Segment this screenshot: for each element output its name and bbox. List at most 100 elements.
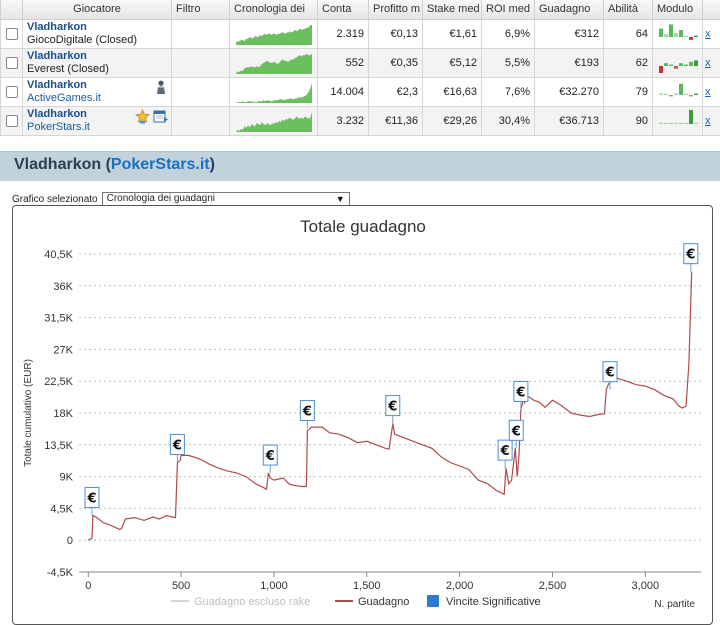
sparkline-area bbox=[236, 112, 312, 132]
calendar-add-icon[interactable] bbox=[153, 109, 168, 124]
legend-label-gain: Guadagno bbox=[358, 596, 409, 608]
column-header-form[interactable]: Modulo bbox=[653, 0, 703, 19]
select-all-header[interactable] bbox=[1, 0, 23, 19]
sparkline-area bbox=[236, 25, 312, 45]
remove-player-link[interactable]: x bbox=[705, 115, 711, 127]
y-tick-label: 40,5K bbox=[44, 249, 73, 261]
cell-avg-profit: €0,13 bbox=[369, 19, 423, 48]
history-sparkline bbox=[236, 52, 312, 74]
form-bar bbox=[664, 34, 668, 37]
euro-icon: € bbox=[265, 449, 275, 464]
x-tick-label: 1,500 bbox=[353, 580, 381, 592]
euro-icon: € bbox=[500, 444, 510, 459]
form-bar bbox=[674, 32, 678, 36]
euro-icon: € bbox=[685, 248, 695, 263]
remove-player-link[interactable]: x bbox=[705, 28, 711, 40]
x-tick-label: 1,000 bbox=[260, 580, 288, 592]
chart-type-select[interactable]: Cronologia dei guadagni ▼ bbox=[102, 192, 350, 206]
player-site: Everest (Closed) bbox=[27, 63, 167, 76]
cell-gain: €312 bbox=[535, 19, 604, 48]
cell-filter[interactable] bbox=[172, 19, 230, 48]
cell-ability: 90 bbox=[604, 106, 653, 135]
row-select-cell bbox=[1, 19, 23, 48]
history-sparkline bbox=[236, 23, 312, 45]
euro-icon: € bbox=[86, 491, 96, 506]
form-bar bbox=[679, 83, 683, 94]
column-header-count[interactable]: Conta bbox=[318, 0, 369, 19]
euro-icon: € bbox=[387, 400, 397, 415]
player-name-link[interactable]: Vladharkon bbox=[27, 21, 167, 34]
chart-selector: Grafico selezionato Cronologia dei guada… bbox=[12, 192, 350, 206]
column-header-gain[interactable]: Guadagno bbox=[535, 0, 604, 19]
row-checkbox[interactable] bbox=[6, 115, 18, 127]
row-checkbox[interactable] bbox=[6, 28, 18, 40]
y-tick-label: -4,5K bbox=[47, 567, 74, 579]
form-bar-chart bbox=[657, 109, 699, 133]
column-header-remove bbox=[703, 0, 720, 19]
chart-selector-label: Grafico selezionato bbox=[12, 194, 98, 205]
y-tick-label: 22,5K bbox=[44, 376, 73, 388]
form-bar bbox=[689, 37, 693, 40]
cell-filter[interactable] bbox=[172, 48, 230, 77]
column-header-avg-profit[interactable]: Profitto m bbox=[369, 0, 423, 19]
cell-count: 14.004 bbox=[318, 77, 369, 106]
y-tick-label: 4,5K bbox=[50, 503, 73, 515]
remove-player-link[interactable]: x bbox=[705, 86, 711, 98]
cell-ability: 64 bbox=[604, 19, 653, 48]
player-room[interactable]: PokerStars.it bbox=[111, 156, 210, 173]
column-header-history[interactable]: Cronologia dei bbox=[230, 0, 318, 19]
player-site[interactable]: ActiveGames.it bbox=[27, 92, 167, 105]
remove-player-link[interactable]: x bbox=[705, 57, 711, 69]
column-header-avg-stake[interactable]: Stake med bbox=[423, 0, 482, 19]
euro-icon: € bbox=[515, 385, 525, 400]
form-bar-chart bbox=[657, 22, 699, 46]
form-bar bbox=[659, 28, 663, 36]
cell-history bbox=[230, 48, 318, 77]
player-site: GiocoDigitale (Closed) bbox=[27, 34, 167, 47]
row-checkbox[interactable] bbox=[6, 57, 18, 69]
column-header-player[interactable]: Giocatore bbox=[23, 0, 172, 19]
cell-filter[interactable] bbox=[172, 77, 230, 106]
form-bar bbox=[684, 122, 688, 123]
y-tick-label: 18K bbox=[53, 408, 73, 420]
x-tick-label: 2,000 bbox=[446, 580, 474, 592]
form-bar bbox=[684, 64, 688, 65]
form-bar bbox=[674, 66, 678, 69]
column-header-filter[interactable]: Filtro bbox=[172, 0, 230, 19]
euro-icon: € bbox=[511, 424, 521, 439]
form-bar bbox=[679, 63, 683, 66]
cell-avg-stake: €5,12 bbox=[423, 48, 482, 77]
player-name-link[interactable]: Vladharkon bbox=[27, 79, 167, 92]
y-tick-label: 36K bbox=[53, 281, 73, 293]
cell-filter[interactable] bbox=[172, 106, 230, 135]
table-header-row: Giocatore Filtro Cronologia dei Conta Pr… bbox=[1, 0, 720, 19]
cell-avg-roi: 6,9% bbox=[482, 19, 535, 48]
player-name-link[interactable]: Vladharkon bbox=[27, 50, 167, 63]
player-figure-icon[interactable] bbox=[153, 80, 168, 95]
x-tick-label: 3,000 bbox=[632, 580, 660, 592]
cell-avg-roi: 7,6% bbox=[482, 77, 535, 106]
y-tick-label: 9K bbox=[60, 472, 74, 484]
x-tick-label: 2,500 bbox=[539, 580, 567, 592]
column-header-ability[interactable]: Abilità bbox=[604, 0, 653, 19]
form-bar bbox=[679, 30, 683, 37]
form-bar bbox=[664, 122, 668, 123]
star-badge-icon[interactable] bbox=[135, 109, 150, 124]
row-checkbox[interactable] bbox=[6, 86, 18, 98]
column-header-avg-roi[interactable]: ROI med bbox=[482, 0, 535, 19]
form-bar-chart bbox=[657, 80, 699, 104]
legend-swatch-significant bbox=[427, 595, 439, 607]
cell-avg-stake: €1,61 bbox=[423, 19, 482, 48]
form-bar bbox=[664, 93, 668, 94]
chart-type-select-value: Cronologia dei guadagni bbox=[107, 193, 215, 205]
player-banner-close-paren: ) bbox=[210, 156, 215, 173]
